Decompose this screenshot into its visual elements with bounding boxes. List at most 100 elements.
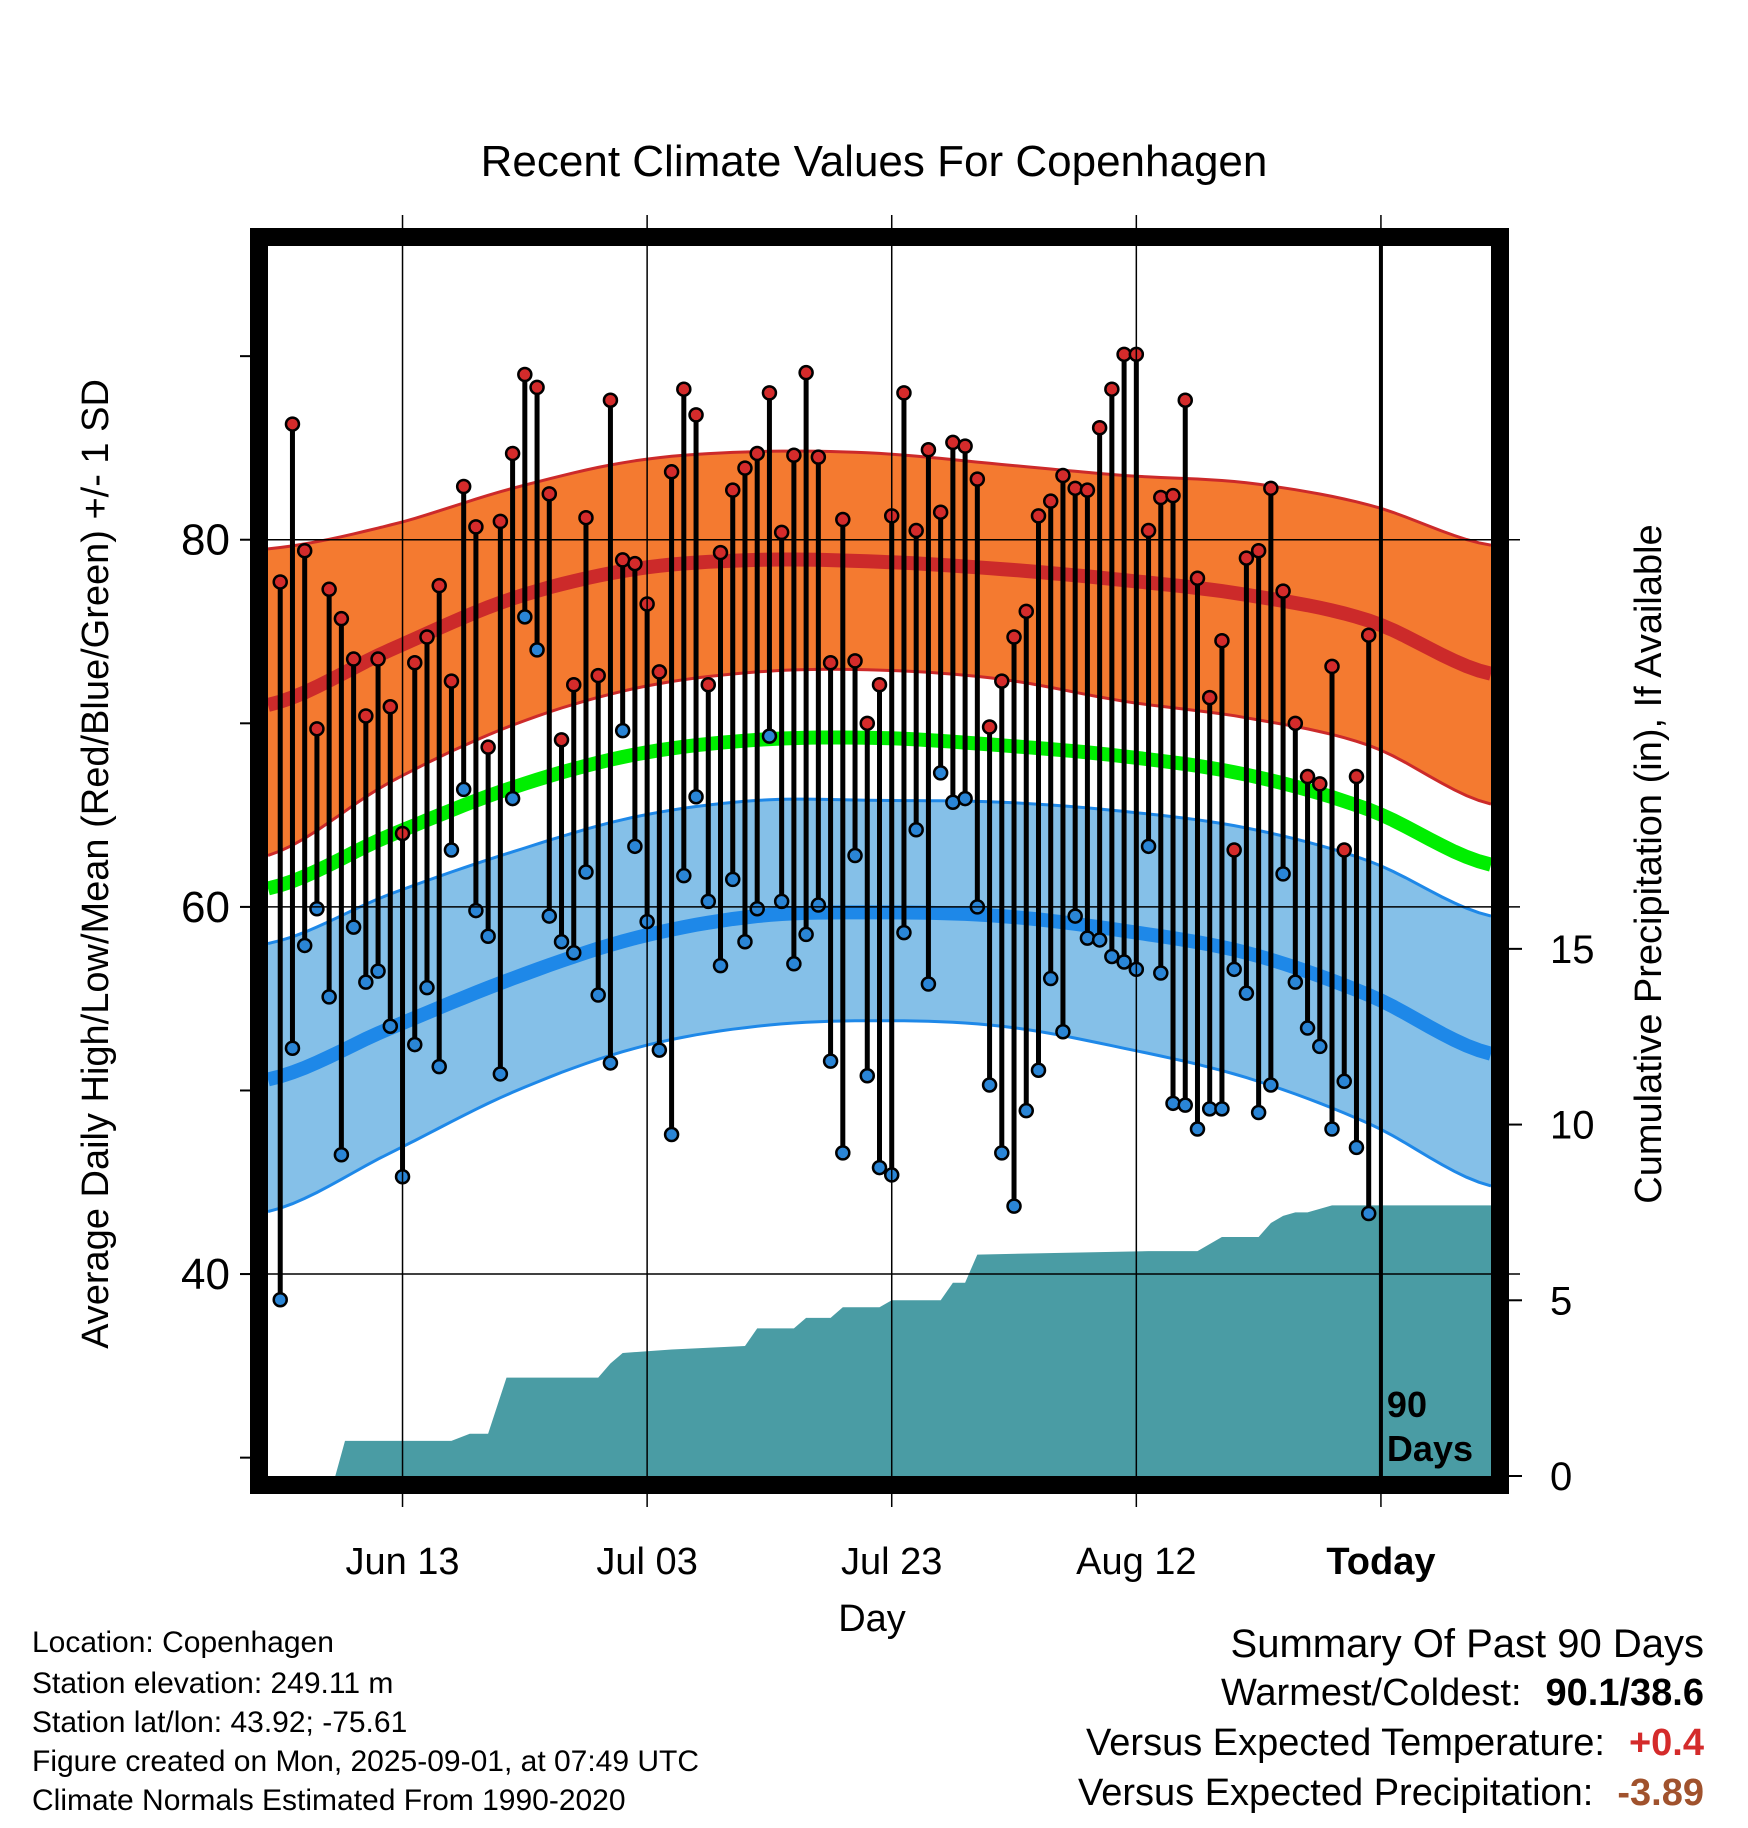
high-point-6 <box>333 610 350 627</box>
high-point-25 <box>566 677 582 693</box>
y-right-tick-label-1: 5 <box>1550 1279 1572 1323</box>
summary-precip: Versus Expected Precipitation: -3.89 <box>1078 1772 1704 1815</box>
low-point-25 <box>566 945 582 961</box>
low-point-75 <box>1177 1097 1193 1113</box>
x-tick-label-3: Aug 12 <box>1076 1541 1196 1583</box>
high-point-9 <box>370 651 386 667</box>
high-point-27 <box>590 667 606 684</box>
high-point-15 <box>443 673 460 689</box>
low-point-6 <box>333 1146 350 1163</box>
high-point-35 <box>688 407 704 423</box>
x-axis-label: Day <box>838 1598 906 1640</box>
high-point-48 <box>847 653 863 669</box>
low-point-72 <box>1140 838 1157 855</box>
low-point-32 <box>651 1042 668 1058</box>
high-point-69 <box>1104 381 1120 397</box>
low-point-48 <box>847 847 863 864</box>
high-point-37 <box>712 544 729 561</box>
high-point-14 <box>431 577 447 594</box>
high-minus-sd-line <box>268 667 1491 857</box>
x-tick-label-4: Today <box>1326 1541 1435 1583</box>
low-point-35 <box>688 788 704 805</box>
high-point-13 <box>419 629 435 645</box>
low-point-20 <box>504 790 521 807</box>
low-point-24 <box>553 934 570 950</box>
low-point-16 <box>455 781 472 798</box>
high-point-88 <box>1336 842 1352 858</box>
high-point-4 <box>309 721 325 737</box>
low-point-22 <box>529 642 545 658</box>
low-point-5 <box>321 989 337 1005</box>
high-point-44 <box>798 364 814 381</box>
high-point-57 <box>957 438 973 454</box>
low-point-3 <box>296 937 313 954</box>
high-point-65 <box>1055 467 1071 484</box>
high-point-26 <box>578 509 594 526</box>
high-point-10 <box>382 699 399 715</box>
high-point-28 <box>602 392 619 408</box>
low-point-21 <box>517 609 533 625</box>
low-point-81 <box>1250 1104 1267 1121</box>
high-point-39 <box>737 460 753 476</box>
high-point-76 <box>1189 570 1206 587</box>
high-point-34 <box>676 381 692 397</box>
low-point-40 <box>749 900 765 917</box>
low-point-46 <box>822 1053 839 1069</box>
low-point-26 <box>578 864 594 880</box>
low-point-85 <box>1299 1020 1316 1036</box>
high-point-20 <box>504 445 521 462</box>
low-point-63 <box>1030 1062 1047 1079</box>
info-latlon: Station lat/lon: 43.92; -75.61 <box>32 1706 408 1739</box>
high-point-18 <box>480 739 496 755</box>
x-tick-label-2: Jul 23 <box>841 1541 942 1583</box>
high-point-90 <box>1360 627 1377 643</box>
high-point-5 <box>321 581 337 598</box>
plot-area: 90 Days 40 60 80 0 5 10 15 Jun 13 Jul 03 Jul 23 Aug … <box>181 215 1595 1583</box>
low-point-60 <box>994 1145 1010 1161</box>
low-point-2 <box>284 1040 301 1057</box>
summary-temp-label: Versus Expected Temperature: <box>1086 1722 1605 1764</box>
high-point-40 <box>749 445 765 462</box>
high-point-38 <box>724 482 741 498</box>
low-point-52 <box>896 924 912 941</box>
low-point-37 <box>712 957 729 974</box>
high-point-77 <box>1201 689 1218 706</box>
high-point-73 <box>1153 489 1169 506</box>
low-point-83 <box>1275 866 1291 882</box>
high-point-24 <box>553 732 570 748</box>
high-point-78 <box>1214 632 1230 649</box>
high-point-7 <box>345 651 362 667</box>
low-point-88 <box>1336 1073 1352 1090</box>
high-point-63 <box>1030 508 1047 524</box>
summary-temp: Versus Expected Temperature: +0.4 <box>1086 1722 1704 1765</box>
low-point-4 <box>309 900 325 917</box>
high-point-21 <box>517 366 533 383</box>
low-point-64 <box>1042 970 1059 987</box>
y-right-tick-label-3: 15 <box>1550 928 1595 972</box>
low-point-15 <box>443 842 460 858</box>
low-point-13 <box>419 979 435 996</box>
low-point-39 <box>737 934 753 950</box>
high-point-58 <box>969 471 986 487</box>
low-point-10 <box>382 1018 399 1034</box>
high-point-66 <box>1067 480 1083 497</box>
low-point-47 <box>835 1145 851 1161</box>
high-plus-sd-line <box>268 449 1491 551</box>
low-point-1 <box>272 1292 288 1308</box>
high-point-17 <box>468 519 484 535</box>
low-point-82 <box>1263 1077 1279 1093</box>
low-point-84 <box>1287 974 1304 990</box>
high-point-50 <box>871 677 888 693</box>
high-point-62 <box>1018 603 1035 620</box>
low-point-27 <box>590 987 606 1003</box>
low-point-54 <box>920 976 937 992</box>
low-point-86 <box>1312 1038 1328 1055</box>
low-point-66 <box>1067 908 1083 924</box>
high-point-41 <box>761 385 778 401</box>
high-point-43 <box>786 447 802 464</box>
x-tick-label-1: Jul 03 <box>596 1541 697 1583</box>
low-point-57 <box>957 790 973 807</box>
info-elevation: Station elevation: 249.11 m <box>32 1667 394 1700</box>
low-point-17 <box>468 902 484 919</box>
